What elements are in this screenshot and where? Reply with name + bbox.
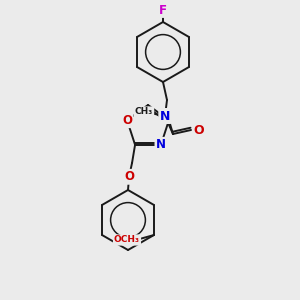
Text: N: N: [160, 110, 170, 122]
Text: O: O: [122, 114, 132, 127]
Text: N: N: [156, 138, 166, 151]
Text: O: O: [124, 170, 134, 183]
Text: CH₃: CH₃: [135, 107, 153, 116]
Text: F: F: [159, 4, 167, 16]
Text: OCH₃: OCH₃: [114, 236, 140, 244]
Text: O: O: [194, 124, 204, 136]
